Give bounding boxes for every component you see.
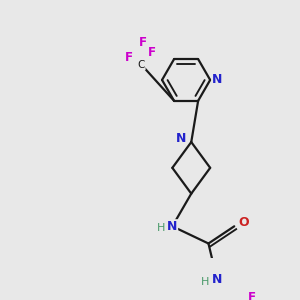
Text: N: N — [167, 220, 178, 233]
Text: H: H — [201, 277, 209, 287]
Text: C: C — [138, 60, 145, 70]
Text: N: N — [212, 74, 222, 86]
Text: N: N — [176, 132, 186, 145]
Text: H: H — [157, 223, 165, 233]
Text: F: F — [139, 36, 147, 49]
Text: F: F — [248, 291, 255, 300]
Text: O: O — [238, 216, 249, 230]
Text: F: F — [125, 51, 134, 64]
Text: N: N — [212, 273, 222, 286]
Text: F: F — [148, 46, 156, 59]
